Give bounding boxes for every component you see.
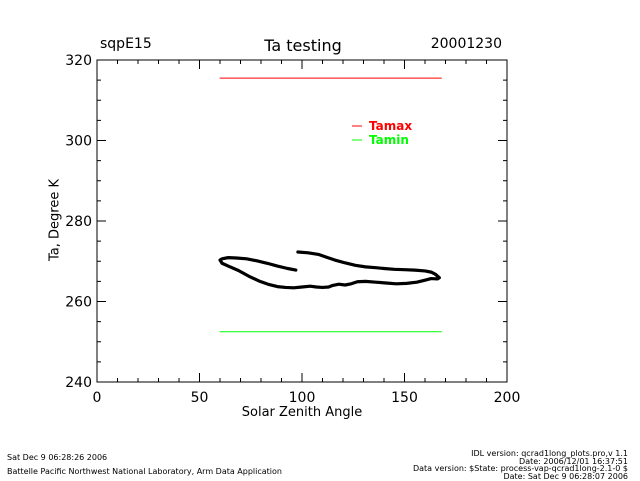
x-axis-label: Solar Zenith Angle bbox=[241, 405, 363, 420]
legend-label-tamin: Tamin bbox=[369, 133, 409, 147]
y-axis-label: Ta, Degree K bbox=[47, 179, 63, 261]
footer-institution: Battelle Pacific Northwest National Labo… bbox=[7, 467, 282, 476]
x-tick-label: 100 bbox=[289, 390, 316, 406]
x-tick-label: 0 bbox=[93, 390, 102, 406]
x-tick-label: 150 bbox=[391, 390, 418, 406]
y-tick-label: 240 bbox=[65, 375, 92, 391]
ticks bbox=[96, 59, 508, 383]
y-tick-label: 300 bbox=[65, 134, 92, 150]
y-tick-label: 260 bbox=[65, 295, 92, 311]
site-label: sqpE15 bbox=[100, 36, 152, 52]
date-label: 20001230 bbox=[430, 36, 502, 52]
plot-frame bbox=[96, 59, 508, 383]
y-tick-label: 320 bbox=[65, 53, 92, 69]
footer-idl-version: IDL version: qcrad1long_plots.pro,v 1.1 bbox=[471, 449, 628, 458]
series-ta-line bbox=[218, 250, 441, 290]
series-group bbox=[218, 77, 442, 333]
axes-frame bbox=[96, 59, 508, 383]
x-tick-label: 200 bbox=[494, 390, 521, 406]
footer-date: Date: 2006/12/01 16:37:51 bbox=[519, 457, 628, 466]
legend-label-tamax: Tamax bbox=[369, 119, 412, 133]
y-tick-label: 280 bbox=[65, 214, 92, 230]
footer-data-version: Data version: $State: process-vap-qcrad1… bbox=[412, 464, 628, 473]
footer-date-2: Date: Sat Dec 9 06:28:07 2006 bbox=[503, 472, 628, 481]
chart-title: Ta testing bbox=[264, 36, 342, 55]
footer-timestamp: Sat Dec 9 06:28:26 2006 bbox=[7, 453, 108, 462]
x-tick-label: 50 bbox=[191, 390, 209, 406]
tick-labels: 0 50 100 150 200 240 260 280 300 320 bbox=[65, 53, 520, 406]
